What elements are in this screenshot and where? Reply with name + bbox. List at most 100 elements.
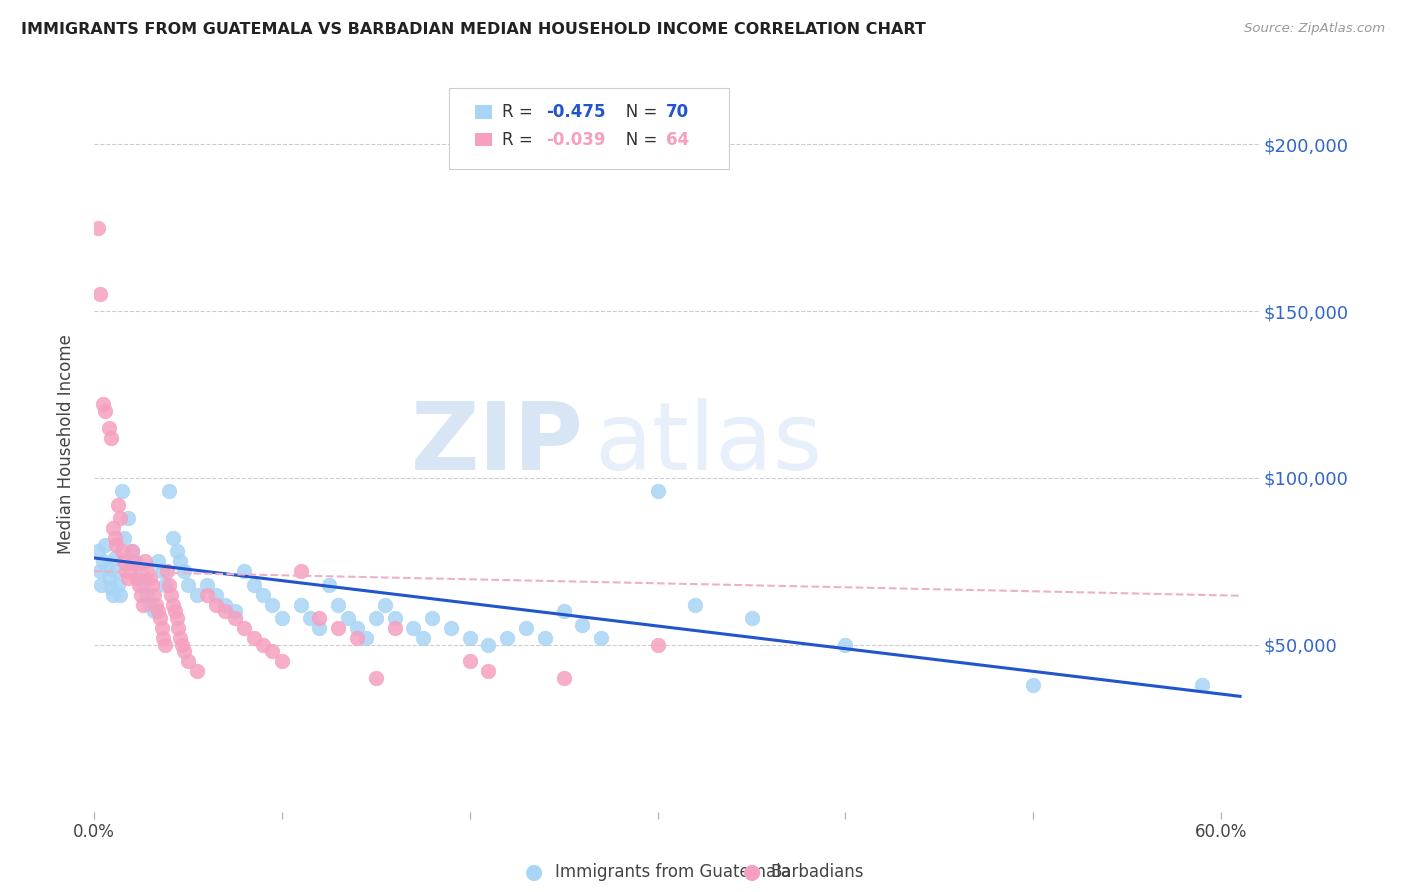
Point (402, 621, 425, 635)
Point (242, 631, 264, 645)
Point (356, 631, 378, 645)
Point (1191, 678, 1213, 692)
Point (364, 671, 387, 685)
Point (224, 604, 246, 618)
Point (94, 538, 117, 552)
Point (166, 611, 188, 625)
Point (162, 531, 184, 545)
Point (112, 531, 135, 545)
Point (186, 588, 208, 602)
Point (145, 598, 167, 612)
Point (129, 588, 152, 602)
Point (214, 598, 236, 612)
Point (515, 621, 537, 635)
Point (262, 598, 284, 612)
Text: -0.475: -0.475 (546, 103, 606, 121)
Point (298, 611, 321, 625)
Point (233, 621, 256, 635)
Point (150, 621, 173, 635)
Point (169, 631, 191, 645)
Point (318, 577, 340, 591)
Point (146, 604, 169, 618)
Point (458, 654, 481, 668)
Point (233, 564, 256, 578)
Text: Barbadians: Barbadians (770, 863, 865, 881)
Point (128, 577, 150, 591)
Point (155, 577, 177, 591)
Point (458, 631, 481, 645)
Point (122, 554, 145, 568)
Text: Source: ZipAtlas.com: Source: ZipAtlas.com (1244, 22, 1385, 36)
Point (834, 638, 856, 652)
Point (94, 404, 117, 418)
Point (155, 638, 177, 652)
Text: ●: ● (526, 863, 543, 882)
Point (440, 621, 463, 635)
Point (242, 577, 264, 591)
Point (553, 671, 575, 685)
Text: 70: 70 (666, 103, 689, 121)
Point (496, 631, 519, 645)
Point (374, 598, 396, 612)
Point (121, 544, 143, 558)
Point (553, 604, 575, 618)
FancyBboxPatch shape (475, 105, 492, 119)
Point (117, 571, 139, 585)
Point (134, 554, 156, 568)
Point (173, 644, 195, 658)
Point (150, 564, 173, 578)
Point (111, 544, 134, 558)
Point (290, 564, 312, 578)
Point (1022, 678, 1045, 692)
Point (97, 421, 120, 435)
Point (364, 611, 387, 625)
Point (101, 521, 124, 535)
Point (195, 577, 218, 591)
Point (105, 538, 128, 552)
Point (86, 220, 108, 235)
Point (139, 598, 162, 612)
Point (132, 577, 155, 591)
Point (173, 564, 195, 578)
Point (177, 654, 200, 668)
Text: N =: N = (610, 131, 662, 149)
Point (336, 611, 359, 625)
Point (107, 498, 129, 512)
Point (167, 621, 190, 635)
Text: ●: ● (744, 863, 761, 882)
Point (477, 665, 499, 679)
Point (91, 554, 114, 568)
Point (96, 561, 118, 575)
Point (104, 550, 127, 565)
Text: 64: 64 (666, 131, 689, 149)
Point (141, 577, 163, 591)
Point (163, 604, 186, 618)
Point (308, 611, 330, 625)
Point (143, 588, 166, 602)
Point (166, 544, 188, 558)
Point (146, 554, 169, 568)
Point (157, 577, 180, 591)
Point (124, 554, 146, 568)
Point (384, 611, 406, 625)
Point (328, 621, 350, 635)
Point (127, 571, 149, 585)
Point (111, 484, 134, 499)
Point (89, 287, 111, 301)
Point (683, 598, 706, 612)
Point (420, 611, 443, 625)
Point (270, 611, 292, 625)
Point (741, 611, 763, 625)
Point (115, 564, 138, 578)
Point (156, 564, 179, 578)
Point (110, 588, 132, 602)
Point (89, 564, 111, 578)
Point (647, 484, 669, 499)
Point (157, 484, 180, 499)
Text: N =: N = (610, 103, 662, 121)
Point (110, 511, 132, 525)
Point (128, 564, 150, 578)
Point (477, 638, 499, 652)
Point (97, 571, 120, 585)
Point (186, 665, 208, 679)
